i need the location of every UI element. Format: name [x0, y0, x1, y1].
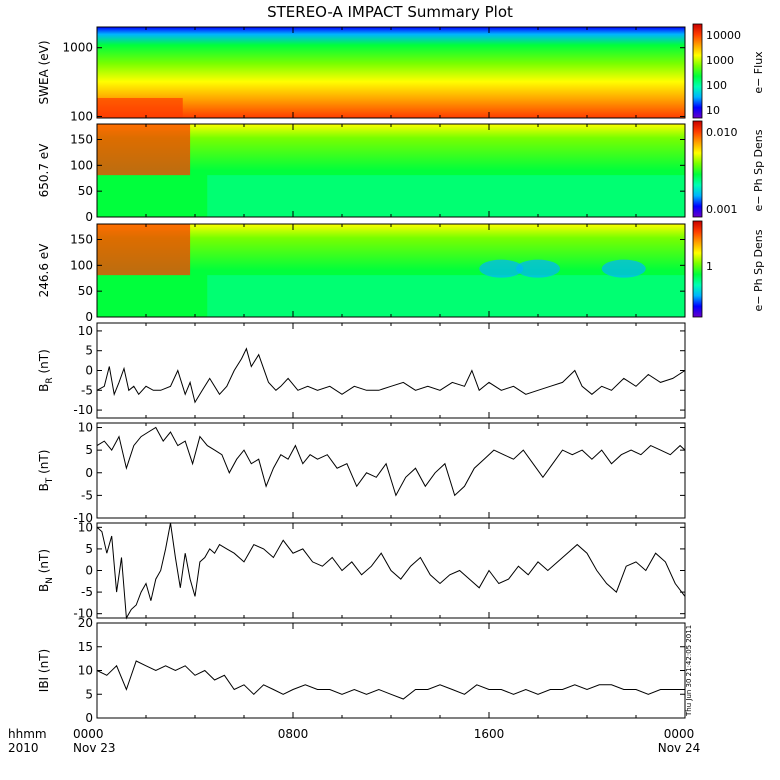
- panel-4-frame: [96, 322, 686, 419]
- x-axis-row2-label: 2010: [8, 741, 39, 755]
- panel-2: 0.010 0.001 e− Ph Sp Dens 150 100 50 0 650.7 eV: [37, 120, 765, 224]
- heatmap-1-early-high: [97, 97, 183, 118]
- panel-1: 10000 1000 100 10 e− Flux 1000 100 SWEA (eV): [37, 23, 765, 123]
- ylabel-1: SWEA (eV): [37, 40, 51, 104]
- ylabel-6: BN (nT): [37, 549, 55, 592]
- heatmap-3-blob-2: [516, 259, 560, 278]
- ylabel-4-sub: R: [45, 377, 55, 383]
- colorbar-1-tick-2: 1000: [706, 54, 734, 67]
- ylabel-3: 246.6 eV: [37, 243, 51, 298]
- x-axis-row1-label: hhmm: [8, 727, 47, 741]
- heatmap-3-blob-3: [601, 259, 646, 278]
- ytick-label-4-2: 5: [85, 344, 93, 358]
- ytick-label-6-4: -5: [81, 585, 93, 599]
- x-tick-date-4: Nov 24: [658, 741, 701, 755]
- ytick-label-3-3: 50: [78, 284, 93, 298]
- ytick-label-4-4: -5: [81, 383, 93, 397]
- ylabel-6-unit: (nT): [37, 549, 51, 577]
- ytick-label-4-5: -10: [73, 403, 93, 417]
- ytick-label-7-1: 20: [78, 616, 93, 630]
- ylabel-7-unit: (nT): [37, 649, 51, 677]
- colorbar-3-tick-1: 1: [706, 260, 713, 273]
- ytick-label-3-2: 100: [70, 258, 93, 272]
- colorbar-2-tick-2: 0.001: [706, 203, 738, 216]
- ytick-label-7-3: 10: [78, 664, 93, 678]
- ytick-label-2-4: 0: [85, 210, 93, 224]
- plot-title: STEREO-A IMPACT Summary Plot: [267, 3, 513, 21]
- ytick-label-4-1: 10: [78, 324, 93, 338]
- ytick-label-3-1: 150: [70, 233, 93, 247]
- heatmap-2-early-high: [97, 124, 191, 176]
- ytick-label-2-3: 50: [78, 184, 93, 198]
- ytick-label-6-1: 10: [78, 520, 93, 534]
- ytick-label-6-5: -10: [73, 607, 93, 621]
- ylabel-5-unit: (nT): [37, 450, 51, 478]
- ylabel-5-main: B: [37, 483, 51, 491]
- ytick-label-5-5: -10: [73, 511, 93, 525]
- ylabel-4-main: B: [37, 384, 51, 392]
- x-tick-date-1: Nov 23: [73, 741, 116, 755]
- ylabel-4-unit: (nT): [37, 349, 51, 377]
- series-line-4: [96, 347, 686, 404]
- ylabel-4: BR (nT): [37, 349, 55, 392]
- ytick-label-5-1: 10: [78, 421, 93, 435]
- panel-7: 20 15 10 5 0 IBI (nT): [37, 616, 686, 725]
- ytick-label-6-3: 0: [85, 564, 93, 578]
- x-tick-time-1: 0000: [73, 727, 104, 741]
- ylabel-5-sub: T: [45, 477, 55, 484]
- colorbar-3-label: e− Ph Sp Dens: [752, 229, 765, 311]
- colorbar-3: [692, 220, 703, 318]
- colorbar-1-tick-3: 100: [706, 79, 727, 92]
- ylabel-6-main: B: [37, 584, 51, 592]
- series-line-6: [96, 522, 686, 620]
- ytick-label-5-4: -5: [81, 488, 93, 502]
- ytick-label-1-2: 100: [70, 109, 93, 123]
- ytick-label-7-2: 15: [78, 640, 93, 654]
- ytick-label-1-1: 1000: [62, 41, 93, 55]
- panel-5-frame: [96, 422, 686, 519]
- x-tick-time-4: 0000: [664, 727, 695, 741]
- colorbar-1: [692, 23, 703, 119]
- ytick-label-2-2: 100: [70, 158, 93, 172]
- heatmap-2-field: [97, 124, 685, 217]
- panel-3: 1 e− Ph Sp Dens 150 100 50 0 246.6 eV: [37, 220, 765, 324]
- x-tick-time-3: 1600: [474, 727, 505, 741]
- colorbar-2: [692, 120, 703, 218]
- ylabel-2: 650.7 eV: [37, 143, 51, 198]
- ylabel-7-main: IBI: [37, 677, 51, 692]
- series-line-5: [96, 426, 686, 497]
- ytick-label-6-2: 5: [85, 542, 93, 556]
- ytick-label-5-3: 0: [85, 466, 93, 480]
- colorbar-1-label: e− Flux: [752, 51, 765, 94]
- timestamp: Thu Jun 30 21:42:05 2011: [685, 625, 693, 717]
- ylabel-5: BT (nT): [37, 450, 55, 492]
- ytick-label-7-4: 5: [85, 687, 93, 701]
- heatmap-3-blob-1: [479, 259, 524, 278]
- ylabel-7: IBI (nT): [37, 649, 51, 692]
- heatmap-3-early-high: [97, 224, 191, 276]
- ytick-label-4-3: 0: [85, 364, 93, 378]
- ytick-label-5-2: 5: [85, 443, 93, 457]
- heatmap-3-field: [97, 224, 685, 317]
- ylabel-6-sub: N: [45, 577, 55, 584]
- colorbar-2-label: e− Ph Sp Dens: [752, 129, 765, 211]
- heatmap-1-field: [97, 27, 685, 118]
- x-tick-time-2: 0800: [278, 727, 309, 741]
- ytick-label-7-5: 0: [85, 711, 93, 725]
- ytick-label-2-1: 150: [70, 133, 93, 147]
- panel-4: 10 5 0 -5 -10 BR (nT): [37, 322, 686, 419]
- ytick-label-3-4: 0: [85, 310, 93, 324]
- panel-6: 10 5 0 -5 -10 BN (nT): [37, 520, 686, 621]
- heatmap-2-low-band: [207, 175, 685, 217]
- colorbar-1-tick-4: 10: [706, 104, 720, 117]
- colorbar-1-tick-1: 10000: [706, 29, 741, 42]
- panel-7-frame: [96, 622, 686, 719]
- panel-5: 10 5 0 -5 -10 BT (nT): [37, 421, 686, 525]
- series-line-7: [96, 660, 685, 700]
- colorbar-2-tick-1: 0.010: [706, 126, 738, 139]
- heatmap-3-low-band: [207, 275, 685, 317]
